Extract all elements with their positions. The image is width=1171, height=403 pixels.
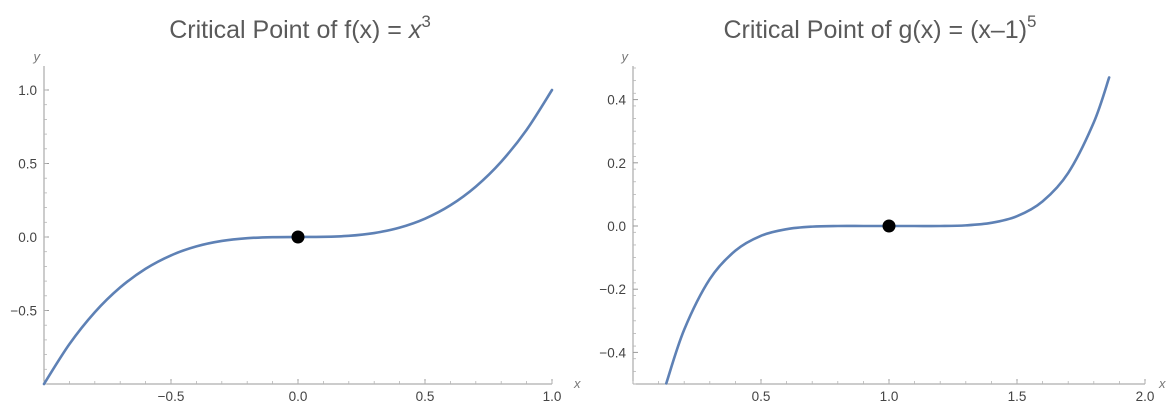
x-tick-label: 1.0 [880,389,899,403]
x-tick-label: 2.0 [1136,389,1155,403]
x-tick-label: −0.5 [158,389,185,403]
x-tick-label: 1.0 [543,389,562,403]
x-axis-label: x [573,376,581,391]
y-axis-label: y [33,49,42,64]
y-tick-label: −0.2 [599,282,626,297]
y-tick-label: 0.4 [607,93,626,108]
critical-points [882,219,896,233]
y-tick-label: 0.5 [18,157,37,172]
y-tick-label: 0.0 [607,219,626,234]
critical-point-marker [291,230,305,244]
y-tick-label: 1.0 [18,83,37,98]
x-axis-label: x [1158,376,1166,391]
y-tick-label: 0.2 [607,156,626,171]
critical-points [291,230,305,244]
chart-title: Critical Point of f(x) = x3 [169,12,431,44]
ticks-group: 0.5 1.0 1.5 2.0 −0.4 −0.2 0.0 0.2 0.4 [599,67,1155,403]
chart-f-x-cubed: Critical Point of f(x) = x3 y x −0.5 0.0 0… [10,12,581,403]
x-tick-label: 0.0 [289,389,308,403]
x-tick-label: 0.5 [752,389,771,403]
y-tick-label: 0.0 [18,230,37,245]
x-tick-label: 0.5 [416,389,435,403]
y-axis-label: y [621,49,630,64]
chart-title: Critical Point of g(x) = (x–1)5 [723,12,1036,44]
chart-g-x-minus-1-fifth: Critical Point of g(x) = (x–1)5 y x 0.5 1… [599,12,1166,403]
x-tick-label: 1.5 [1008,389,1027,403]
critical-point-marker [882,219,896,233]
ticks-group: −0.5 0.0 0.5 1.0 −0.5 0.0 0.5 1.0 [10,83,561,403]
y-tick-label: −0.4 [599,345,626,360]
y-tick-label: −0.5 [10,304,37,319]
